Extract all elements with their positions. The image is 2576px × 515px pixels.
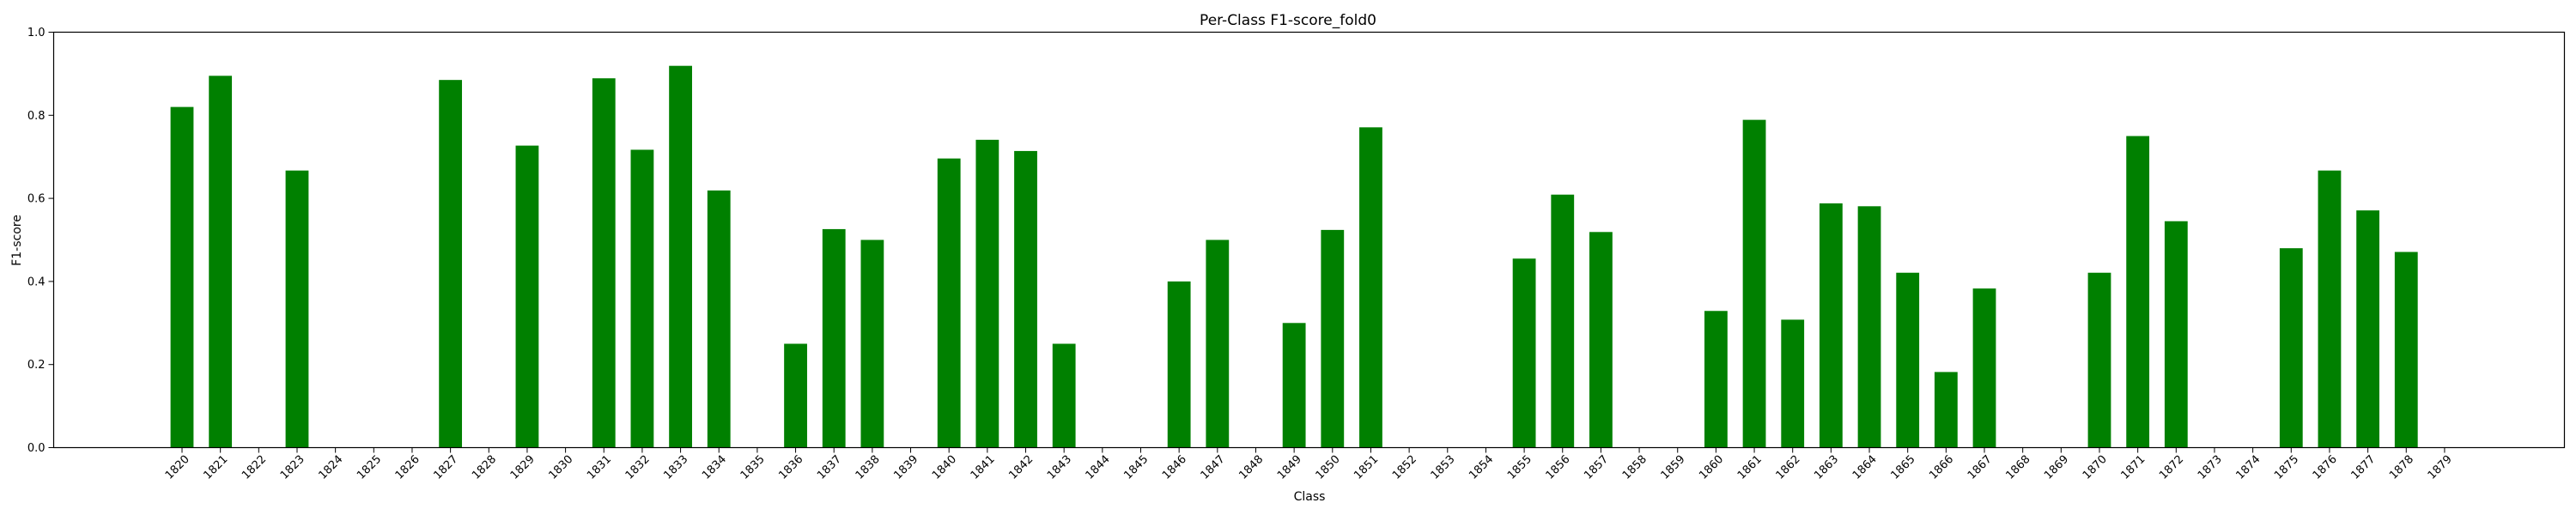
bar-1833 [669, 65, 692, 448]
bar-1851 [1359, 127, 1382, 448]
bar-1856 [1551, 194, 1575, 448]
y-ticks-group: 0.0 0.2 0.4 0.6 0.8 1.0 [27, 27, 54, 455]
y-axis-title: F1-score [10, 215, 24, 266]
bar-1820 [170, 106, 194, 448]
y-tick-label: 0.2 [27, 359, 46, 372]
x-axis-title: Class [1294, 490, 1326, 504]
chart-title: Per-Class F1-score_fold0 [1200, 12, 1376, 29]
bar-1865 [1896, 272, 1920, 448]
bar-1849 [1282, 323, 1306, 448]
bar-1877 [2356, 210, 2380, 448]
bar-1831 [592, 78, 616, 448]
bars-group [170, 65, 2418, 448]
bar-1860 [1704, 311, 1728, 448]
bar-1867 [1972, 288, 1996, 448]
y-tick-label: 0.0 [27, 442, 46, 455]
bar-1846 [1167, 281, 1191, 448]
bar-1875 [2279, 248, 2303, 448]
bar-1876 [2318, 170, 2342, 448]
bar-1834 [707, 190, 731, 448]
bar-1843 [1052, 343, 1076, 448]
y-tick-label: 0.6 [27, 193, 46, 206]
bar-1861 [1742, 119, 1766, 448]
bar-1866 [1934, 372, 1958, 448]
bar-1837 [822, 228, 846, 448]
plot-frame [52, 31, 2566, 449]
bar-1864 [1857, 206, 1881, 448]
bar-1842 [1014, 150, 1037, 448]
bar-1832 [630, 149, 654, 448]
y-tick-label: 0.8 [27, 110, 46, 123]
bar-1821 [209, 76, 233, 448]
bar-1870 [2087, 272, 2111, 448]
bar-1827 [439, 80, 463, 448]
bar-1872 [2164, 221, 2188, 448]
y-tick-label: 1.0 [27, 27, 46, 39]
bar-1840 [937, 158, 961, 448]
bar-1857 [1589, 232, 1613, 448]
bar-1878 [2394, 251, 2418, 448]
bar-1823 [285, 170, 309, 448]
bar-1829 [515, 145, 539, 448]
bar-1863 [1819, 203, 1843, 448]
bar-1871 [2126, 136, 2150, 448]
bar-1850 [1321, 229, 1345, 448]
bar-1855 [1512, 258, 1536, 448]
bar-1838 [860, 239, 884, 448]
bar-1847 [1206, 239, 1230, 448]
bar-1841 [975, 139, 999, 448]
y-tick-label: 0.4 [27, 276, 46, 288]
bar-1862 [1781, 319, 1805, 448]
bar-1836 [784, 343, 807, 448]
